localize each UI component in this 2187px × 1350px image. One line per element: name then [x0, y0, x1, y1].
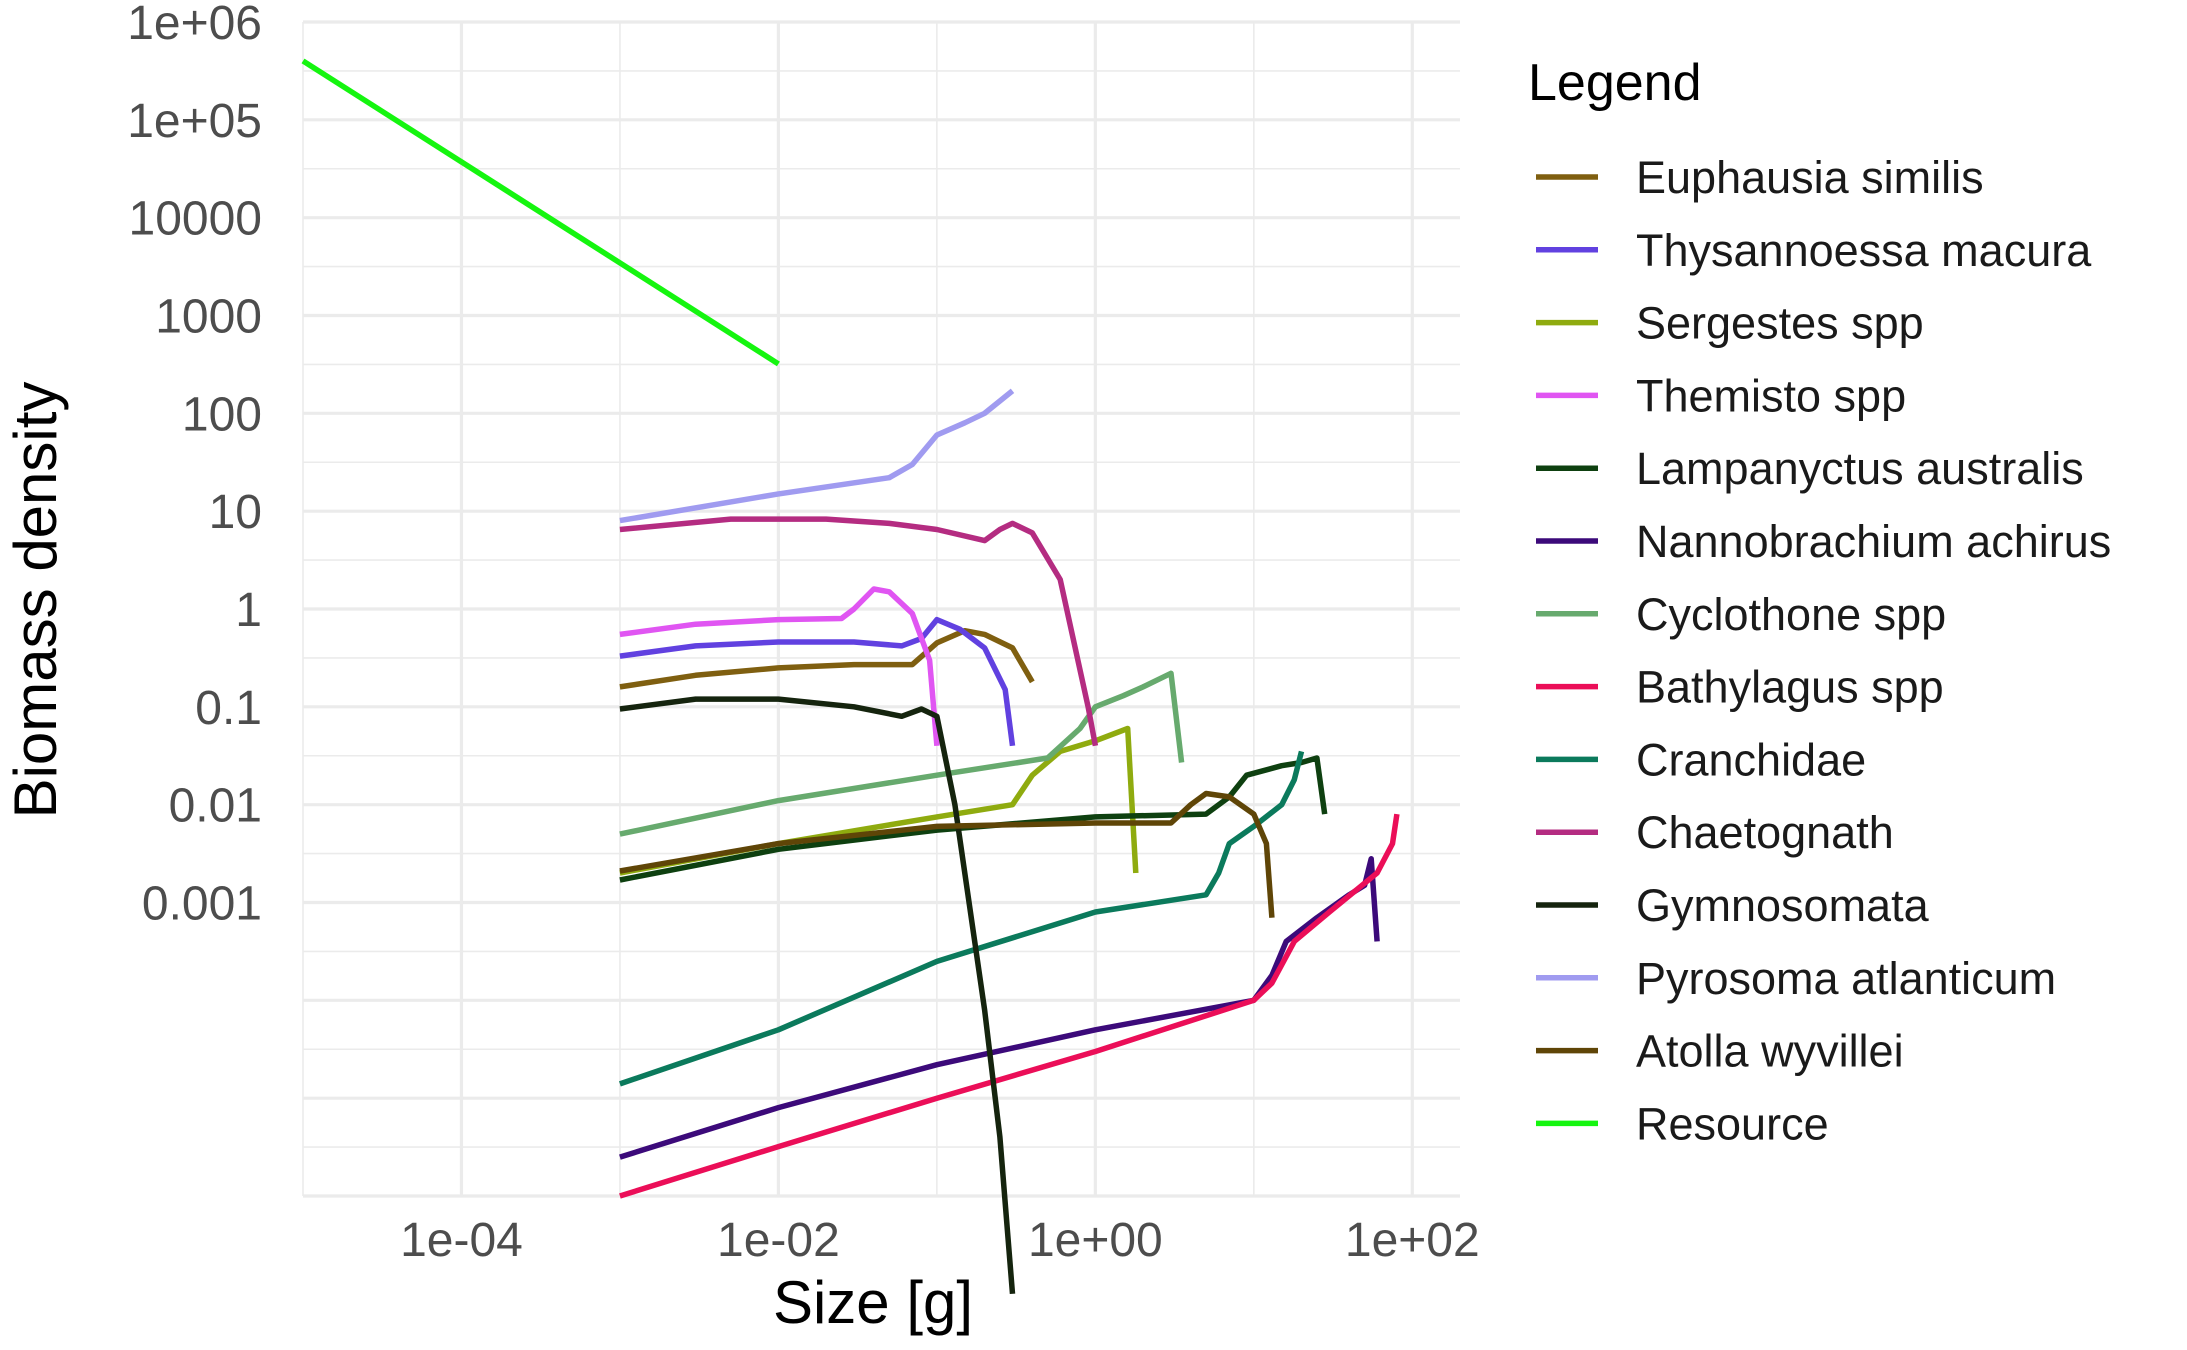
legend-item: Euphausia similis — [1536, 152, 1984, 203]
legend-item: Gymnosomata — [1536, 880, 1930, 931]
legend-label: Atolla wyvillei — [1636, 1026, 1904, 1077]
legend-item: Resource — [1536, 1098, 1829, 1149]
series-line-pyrosoma-atlanticum — [619, 388, 1015, 524]
y-tick-label: 1 — [235, 584, 262, 637]
legend-label: Cranchidae — [1636, 734, 1866, 785]
legend-item: Cyclothone spp — [1536, 589, 1946, 640]
series-line-bathylagus-spp — [619, 813, 1400, 1199]
y-tick-label: 1e+06 — [127, 0, 262, 50]
y-tick-label: 10000 — [129, 193, 262, 246]
legend-label: Lampanyctus australis — [1636, 443, 2084, 494]
series-line-sergestes-spp — [619, 725, 1139, 876]
legend-item: Chaetognath — [1536, 807, 1894, 858]
legend-item: Pyrosoma atlanticum — [1536, 953, 2056, 1004]
series-line-atolla-wyvillei — [619, 790, 1275, 918]
legend-label: Gymnosomata — [1636, 880, 1930, 931]
legend-label: Bathylagus spp — [1636, 662, 1944, 713]
legend-item: Nannobrachium achirus — [1536, 516, 2111, 567]
legend-label: Cyclothone spp — [1636, 589, 1946, 640]
legend-item: Cranchidae — [1536, 734, 1866, 785]
y-tick-labels: 1e+06 1e+05 10000 1000 100 10 1 0.1 0.01 0.001 — [127, 0, 262, 931]
series-line-gymnosomata — [619, 696, 1016, 1295]
legend-item: Atolla wyvillei — [1536, 1026, 1904, 1077]
x-axis-title: Size [g] — [773, 1269, 973, 1336]
legend-item: Thysannoessa macura — [1536, 225, 2092, 276]
legend-label: Nannobrachium achirus — [1636, 516, 2111, 567]
legend-label: Euphausia similis — [1636, 152, 1984, 203]
legend-label: Thysannoessa macura — [1636, 225, 2092, 276]
x-tick-label: 1e+02 — [1345, 1214, 1480, 1267]
grid — [302, 20, 1460, 1198]
legend-label: Themisto spp — [1636, 370, 1906, 421]
series-line-cranchidae — [619, 750, 1305, 1087]
legend-item: Bathylagus spp — [1536, 662, 1944, 713]
y-tick-label: 10 — [209, 486, 262, 539]
y-tick-label: 0.01 — [169, 780, 262, 833]
x-tick-labels: 1e-04 1e-02 1e+00 1e+02 — [400, 1214, 1480, 1267]
series-line-themisto-spp — [619, 586, 940, 747]
series-line-lampanyctus-australis — [619, 755, 1328, 883]
legend-label: Resource — [1636, 1098, 1829, 1149]
legend: Euphausia similis Thysannoessa macura Serg… — [1536, 152, 2111, 1149]
legend-title: Legend — [1528, 54, 1702, 112]
y-tick-label: 0.1 — [195, 682, 262, 735]
y-axis-title: Biomass density — [2, 382, 69, 819]
legend-item: Themisto spp — [1536, 370, 1906, 421]
legend-label: Sergestes spp — [1636, 298, 1924, 349]
y-tick-label: 100 — [182, 388, 262, 441]
series-line-chaetognath — [619, 516, 1099, 747]
x-tick-label: 1e+00 — [1028, 1214, 1163, 1267]
legend-item: Lampanyctus australis — [1536, 443, 2084, 494]
x-tick-label: 1e-04 — [400, 1214, 523, 1267]
y-tick-label: 1000 — [155, 291, 262, 344]
legend-label: Pyrosoma atlanticum — [1636, 953, 2056, 1004]
x-tick-label: 1e-02 — [717, 1214, 840, 1267]
series-line-resource — [301, 58, 780, 367]
legend-item: Sergestes spp — [1536, 298, 1924, 349]
y-tick-label: 0.001 — [142, 878, 262, 931]
series-lines — [301, 58, 1400, 1295]
y-tick-label: 1e+05 — [127, 95, 262, 148]
legend-label: Chaetognath — [1636, 807, 1894, 858]
